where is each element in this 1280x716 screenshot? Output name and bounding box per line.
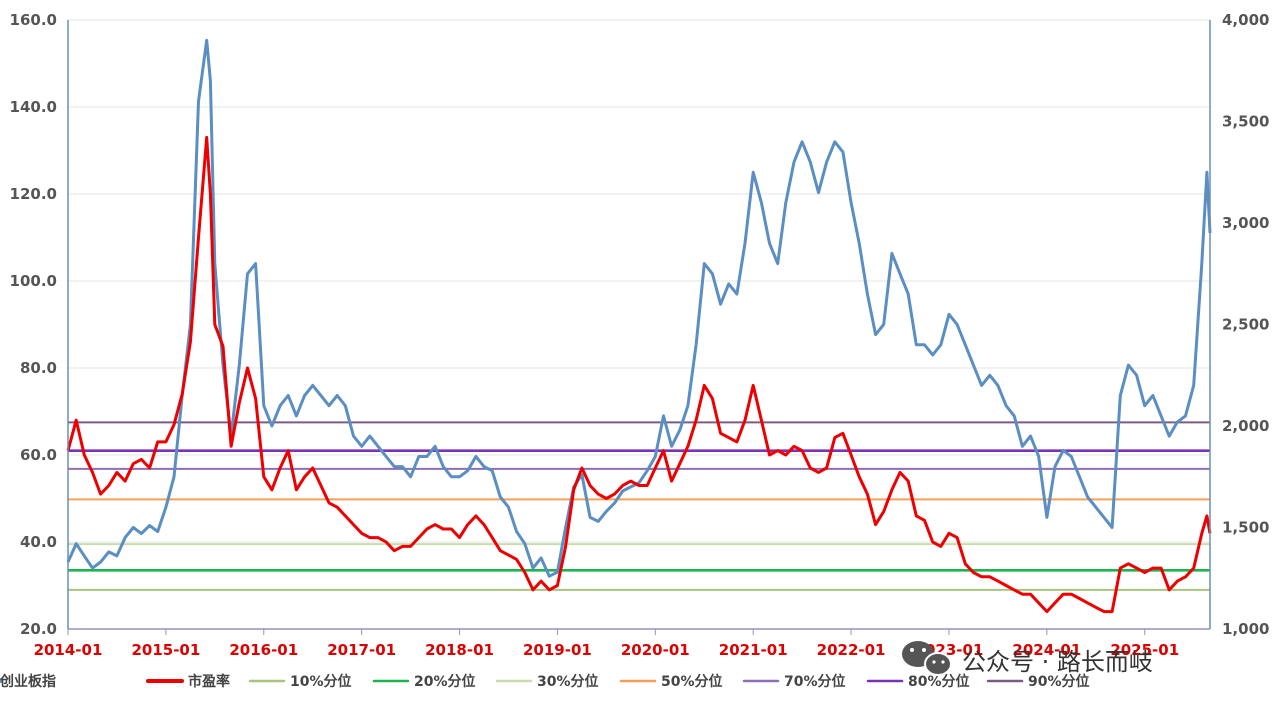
- y-right-tick-label: 4,000: [1222, 11, 1269, 29]
- x-tick-label: 2016-01: [229, 641, 298, 659]
- percentile-lines: [68, 421, 1210, 591]
- watermark: 公众号 · 路长而岐: [902, 641, 1153, 676]
- legend-label: 市盈率: [188, 673, 230, 690]
- legend: 市盈率 10%分位 20%分位 30%分位 50%分位 70%分位 80%分位 90%分位 创业…: [0, 673, 1090, 690]
- x-tick-label: 2017-01: [327, 641, 396, 659]
- y-left-tick-label: 160.0: [10, 11, 57, 29]
- legend-label: 80%分位: [908, 673, 970, 690]
- series-line-市盈率: [66, 135, 1212, 614]
- legend-label: 50%分位: [661, 673, 723, 690]
- legend-label: 30%分位: [537, 673, 599, 690]
- y-left-tick-label: 140.0: [10, 98, 57, 116]
- legend-label: 70%分位: [784, 673, 846, 690]
- axes: [67, 20, 1211, 630]
- y-right-tick-label: 2,000: [1222, 417, 1269, 435]
- y-right-tick-label: 3,500: [1222, 113, 1269, 131]
- legend-label: 10%分位: [290, 673, 352, 690]
- y-right-tick-label: 1,500: [1222, 519, 1269, 537]
- y-right-tick-label: 1,000: [1222, 620, 1269, 638]
- y-left-tick-label: 100.0: [10, 272, 57, 290]
- series-lines: [66, 38, 1212, 614]
- y-left-tick-label: 60.0: [20, 446, 57, 464]
- x-tick-label: 2015-01: [131, 641, 200, 659]
- x-tick-label: 2018-01: [425, 641, 494, 659]
- x-tick-label: 2014-01: [34, 641, 103, 659]
- gridlines: [68, 19, 1210, 543]
- x-tick-label: 2024-01: [1012, 641, 1081, 659]
- legend-label: 创业板指: [0, 673, 56, 690]
- x-tick-label: 2019-01: [523, 641, 592, 659]
- legend-label: 90%分位: [1028, 673, 1090, 690]
- y-left-tick-label: 20.0: [20, 620, 57, 638]
- y-left-tick-label: 120.0: [10, 185, 57, 203]
- y-right-tick-label: 3,000: [1222, 214, 1269, 232]
- y-right-tick-label: 2,500: [1222, 316, 1269, 334]
- x-axis-ticks: 2014-01 2015-01 2016-01 2017-01 2018-01 2019-…: [34, 629, 1179, 659]
- x-tick-label: 2022-01: [817, 641, 886, 659]
- y-left-tick-label: 80.0: [20, 359, 57, 377]
- x-tick-label: 2020-01: [621, 641, 690, 659]
- x-tick-label: 2025-01: [1110, 641, 1179, 659]
- y-axis-right-ticks: 1,000 1,500 2,000 2,500 3,000 3,500 4,000: [1222, 11, 1269, 638]
- series-line-创业板指: [66, 38, 1212, 578]
- x-tick-label: 2021-01: [719, 641, 788, 659]
- y-axis-left-ticks: 20.0 40.0 60.0 80.0 100.0 120.0 140.0 160.0: [10, 11, 57, 638]
- legend-label: 20%分位: [414, 673, 476, 690]
- wechat-icon: [902, 641, 952, 676]
- y-left-tick-label: 40.0: [20, 533, 57, 551]
- watermark-text: 公众号 · 路长而岐: [962, 648, 1153, 676]
